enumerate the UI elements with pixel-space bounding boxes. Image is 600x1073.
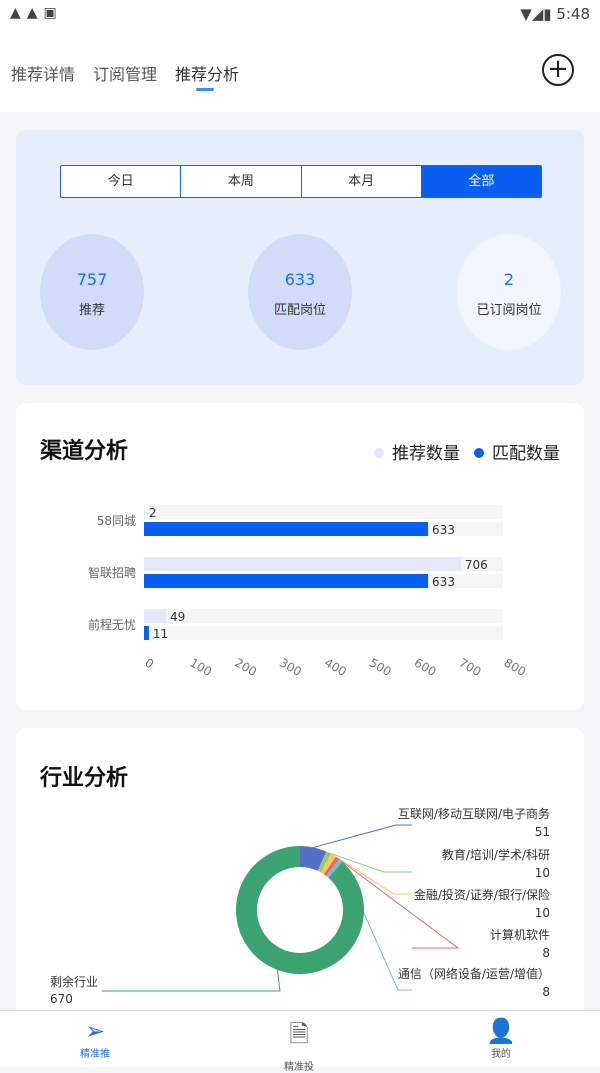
stat-subscribed: 2 已订阅岗位 (457, 234, 561, 350)
slice-label: 剩余行业 (50, 974, 98, 989)
legend-matched[interactable]: 匹配数量 (474, 439, 560, 464)
nav-precise-apply[interactable]: 🗎 精准投 (284, 1017, 314, 1073)
donut-slice (320, 854, 336, 875)
category-label: 智联招聘 (88, 565, 136, 580)
slice-value: 8 (542, 946, 550, 960)
stat-value: 2 (503, 270, 515, 289)
stat-label: 匹配岗位 (273, 303, 326, 318)
slice-label: 通信（网络设备/运营/增值） (398, 966, 550, 981)
stat-label: 已订阅岗位 (476, 303, 542, 318)
add-button[interactable]: + (542, 54, 574, 86)
x-tick-label: 700 (457, 655, 484, 679)
stat-matched: 633 匹配岗位 (248, 234, 352, 350)
notification-icons: ▲▲▣ (10, 5, 63, 21)
period-all[interactable]: 全部 (421, 166, 541, 197)
legend-recommend[interactable]: 推荐数量 (374, 439, 460, 464)
slice-value: 8 (542, 985, 550, 999)
leader-line (102, 969, 281, 992)
chart-legend: 推荐数量 匹配数量 (374, 439, 560, 464)
bar-background (144, 626, 503, 640)
slice-value: 10 (535, 866, 550, 880)
bar-recommend (144, 609, 166, 623)
x-tick-label: 100 (187, 655, 214, 679)
period-week[interactable]: 本周 (181, 166, 302, 197)
bar-background (144, 609, 503, 623)
data-label: 49 (170, 610, 185, 624)
clock: 5:48 (556, 5, 590, 23)
summary-panel: 今日 本周 本月 全部 757 推荐 633 匹配岗位 2 已订阅岗位 (16, 130, 584, 385)
industry-donut-chart: 互联网/移动互联网/电子商务 51 教育/培训/学术/科研 10 金融/投资/证券/银行… (50, 806, 550, 1006)
x-tick-label: 300 (277, 655, 304, 679)
stat-recommend: 757 推荐 (40, 234, 144, 350)
stat-label: 推荐 (78, 303, 105, 318)
nav-mine[interactable]: 👤 我的 (486, 1017, 516, 1060)
leader-line (328, 852, 412, 873)
slice-label: 互联网/移动互联网/电子商务 (398, 806, 550, 821)
slice-label: 金融/投资/证券/银行/保险 (414, 887, 550, 902)
period-selector: 今日 本周 本月 全部 (60, 165, 542, 198)
tab-recommend-details[interactable]: 推荐详情 (11, 65, 76, 84)
bar-matched (144, 574, 429, 588)
channel-panel: 渠道分析 推荐数量 匹配数量 58同城 2 633 智联招聘 706 633 前程无忧 49 1… (16, 403, 584, 710)
donut-slice (317, 851, 332, 873)
status-bar: ▲▲▣ ▼◢▮ 5:48 (0, 0, 600, 30)
tab-subscription-management[interactable]: 订阅管理 (93, 65, 158, 84)
slice-label: 教育/培训/学术/科研 (442, 847, 550, 862)
leader-line (313, 824, 412, 848)
wifi-signal-battery-icons: ▼◢▮ (520, 5, 557, 23)
x-tick-label: 0 (143, 655, 157, 671)
data-label: 2 (149, 506, 157, 520)
x-tick-label: 600 (412, 655, 439, 679)
section-title: 渠道分析 (40, 439, 129, 464)
category-label: 前程无忧 (88, 617, 136, 632)
nav-precise-push[interactable]: ➢ 精准推 (80, 1017, 110, 1060)
data-label: 706 (465, 558, 488, 572)
donut-slice (326, 859, 343, 878)
slice-label: 计算机软件 (490, 927, 550, 942)
period-today[interactable]: 今日 (61, 166, 182, 197)
x-tick-label: 200 (232, 655, 259, 679)
tab-recommend-analysis[interactable]: 推荐分析 (175, 65, 240, 84)
bar-recommend (144, 557, 461, 571)
x-tick-label: 800 (502, 655, 529, 679)
bar-recommend (144, 505, 145, 519)
document-clock-icon: 🗎 (289, 1020, 309, 1048)
slice-value: 670 (50, 992, 73, 1006)
bar-matched (144, 626, 149, 640)
data-label: 633 (432, 575, 455, 589)
bottom-nav: ➢ 精准推 🗎 精准投 👤 我的 (0, 1010, 600, 1073)
industry-panel: 行业分析 互联网/移动互联网/电子商务 51 教育/培训/学术/科研 10 金融/投资/… (16, 728, 584, 1028)
slice-value: 10 (535, 906, 550, 920)
data-label: 11 (153, 627, 168, 641)
stat-value: 757 (76, 270, 108, 289)
user-icon: 👤 (486, 1017, 516, 1045)
period-month[interactable]: 本月 (302, 166, 422, 197)
leader-line (333, 854, 412, 895)
stat-value: 633 (284, 270, 316, 289)
category-label: 58同城 (97, 514, 136, 528)
data-label: 633 (432, 523, 455, 537)
top-tabs: 推荐详情 订阅管理 推荐分析 + (0, 30, 600, 112)
donut-slice (323, 856, 340, 876)
active-tab-indicator (196, 88, 214, 91)
donut-slice (300, 846, 327, 871)
section-title: 行业分析 (40, 766, 129, 791)
bar-background (144, 505, 503, 519)
x-tick-label: 500 (367, 655, 394, 679)
paper-plane-icon: ➢ (84, 1017, 106, 1045)
leader-line (337, 857, 460, 949)
bar-matched (144, 522, 429, 536)
slice-value: 51 (535, 825, 550, 839)
donut-slice (235, 846, 364, 974)
x-tick-label: 400 (322, 655, 349, 679)
